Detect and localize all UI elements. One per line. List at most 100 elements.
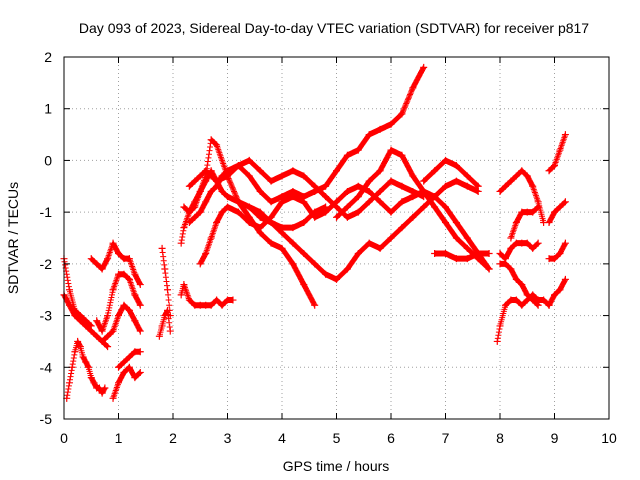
interpolated-points: [377, 148, 394, 173]
interpolated-points: [377, 121, 394, 133]
interpolated-points: [355, 178, 372, 199]
data-point: [136, 301, 144, 309]
data-point: [213, 141, 221, 149]
interpolated-points: [225, 204, 241, 215]
interpolated-points: [464, 173, 481, 189]
interpolated-points: [301, 199, 318, 220]
interpolated-points: [290, 261, 307, 287]
interpolated-points: [257, 209, 274, 225]
interpolated-points: [453, 220, 470, 241]
interpolated-points: [312, 209, 329, 221]
series-track-08: [115, 348, 144, 371]
interpolated-points: [453, 235, 470, 251]
interpolated-points: [399, 86, 416, 116]
x-tick-labels: 0 1 2 3 4 5 6 7 8 9 10: [60, 430, 617, 446]
interpolated-points: [366, 188, 383, 205]
interpolated-points: [312, 183, 329, 200]
x-tick-label: 8: [496, 430, 504, 446]
series-track-03: [63, 337, 109, 402]
data-point: [104, 255, 112, 263]
series-track-21: [493, 291, 553, 345]
y-tick-label: -4: [40, 359, 53, 375]
interpolated-points: [268, 193, 285, 205]
interpolated-points: [334, 266, 350, 282]
y-tick-label: -2: [40, 256, 53, 272]
data-point: [136, 348, 144, 356]
interpolated-points: [235, 199, 252, 220]
data-point: [529, 182, 537, 190]
interpolated-points: [246, 173, 263, 194]
data-point: [136, 281, 144, 289]
series-track-07: [109, 363, 144, 402]
data-point: [561, 198, 569, 206]
interpolated-points: [235, 209, 252, 225]
data-point: [493, 337, 501, 345]
interpolated-points: [323, 168, 339, 189]
data-point: [180, 281, 188, 289]
interpolated-points: [257, 230, 274, 246]
series-track-19: [431, 250, 493, 263]
data-point: [207, 234, 215, 242]
data-point: [109, 286, 117, 294]
data-point: [485, 265, 493, 273]
x-tick-label: 1: [115, 430, 123, 446]
series-track-26: [545, 131, 569, 175]
interpolated-points: [443, 204, 459, 225]
data-point: [202, 250, 210, 258]
interpolated-points: [257, 188, 274, 205]
x-tick-label: 0: [60, 430, 68, 446]
interpolated-points: [388, 111, 405, 127]
data-point: [507, 234, 515, 242]
interpolated-points: [225, 163, 241, 179]
interpolated-points: [475, 256, 492, 272]
y-tick-label: 2: [44, 49, 52, 65]
data-point: [561, 239, 569, 247]
y-tick-label: 1: [44, 101, 52, 117]
interpolated-points: [334, 204, 350, 220]
interpolated-points: [279, 246, 296, 267]
interpolated-points: [162, 270, 171, 289]
interpolated-points: [334, 188, 350, 205]
data-point: [551, 162, 558, 170]
data-point: [191, 203, 199, 211]
interpolated-points: [344, 251, 361, 272]
interpolated-points: [290, 240, 307, 256]
data-point: [229, 296, 237, 304]
data-point: [125, 275, 133, 283]
data-point: [65, 379, 73, 387]
interpolated-points: [388, 225, 405, 241]
interpolated-points: [301, 251, 318, 267]
interpolated-points: [301, 282, 318, 308]
data-point: [109, 394, 117, 402]
interpolated-points: [290, 219, 307, 231]
series-track-22: [496, 167, 548, 226]
data-point: [125, 255, 133, 263]
interpolated-points: [377, 235, 394, 251]
series-track-04: [87, 239, 144, 289]
y-tick-label: -3: [40, 308, 53, 324]
interpolated-points: [355, 240, 372, 256]
data-point: [420, 63, 428, 71]
data-point: [136, 368, 144, 376]
series-track-27: [545, 198, 569, 226]
x-tick-label: 6: [387, 430, 395, 446]
interpolated-points: [399, 214, 416, 231]
interpolated-points: [159, 249, 168, 268]
interpolated-points: [432, 183, 448, 200]
interpolated-points: [366, 126, 383, 138]
y-tick-label: -5: [40, 411, 53, 427]
interpolated-points: [453, 163, 470, 179]
interpolated-points: [421, 168, 438, 184]
interpolated-points: [355, 199, 372, 215]
interpolated-points: [290, 168, 307, 179]
y-axis-label: SDTVAR / TECUs: [5, 182, 21, 294]
interpolated-points: [443, 220, 459, 241]
x-tick-label: 2: [169, 430, 177, 446]
data-point: [98, 327, 106, 335]
data-point: [534, 301, 542, 309]
data-point: [164, 286, 172, 294]
interpolated-points: [464, 183, 481, 195]
interpolated-points: [410, 173, 427, 194]
series-track-01: [60, 255, 95, 330]
data-point: [561, 131, 569, 139]
